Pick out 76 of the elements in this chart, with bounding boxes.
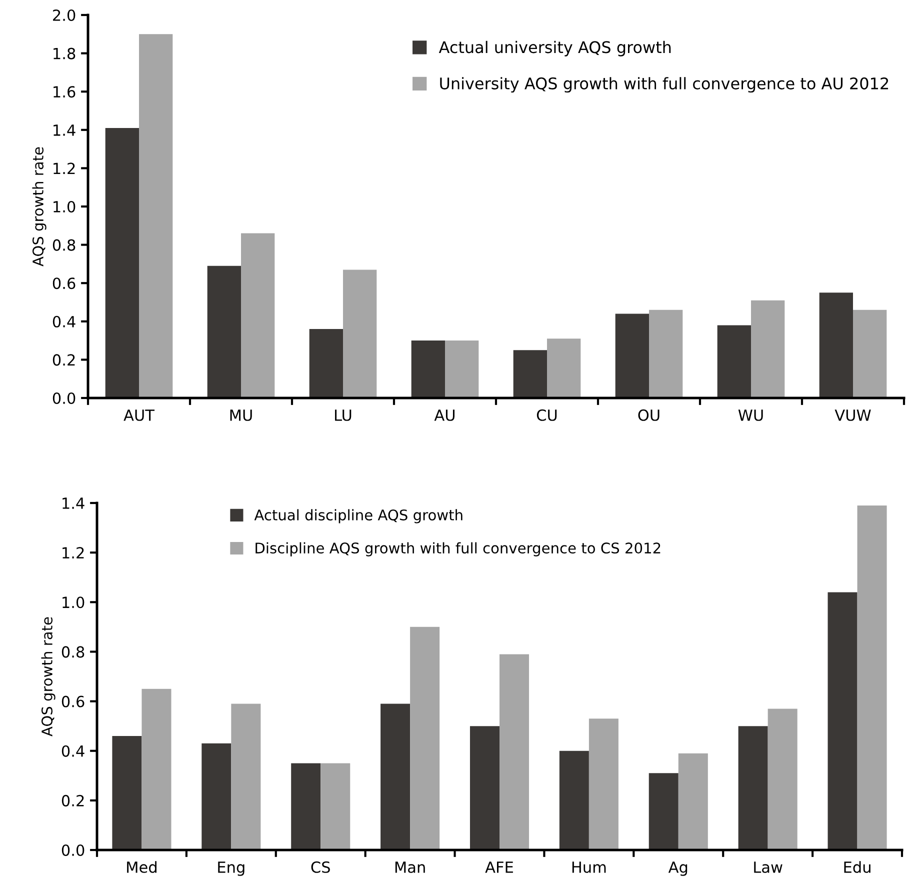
x-tick-label: CS <box>311 861 330 873</box>
bar <box>410 626 440 850</box>
legend-label: Actual discipline AQS growth <box>254 509 462 524</box>
bar <box>105 128 139 398</box>
bar <box>648 773 678 850</box>
y-tick-label: 1.2 <box>54 162 75 174</box>
y-tick-label: 0.6 <box>52 278 76 290</box>
y-axis-title: AQS growth rate <box>32 147 46 266</box>
bar <box>139 34 173 398</box>
y-axis-title: AQS growth rate <box>41 617 56 736</box>
bar <box>738 726 768 850</box>
bar <box>819 292 853 398</box>
x-tick-label: Edu <box>844 861 870 873</box>
y-tick-label: 1.4 <box>54 124 76 136</box>
bar <box>320 763 350 850</box>
x-tick-label: CU <box>536 409 557 421</box>
y-tick-label: 1.6 <box>54 86 76 98</box>
x-tick-label: Man <box>395 862 425 873</box>
x-tick-label: Med <box>127 861 156 873</box>
x-tick-label: Hum <box>572 862 606 873</box>
legend-label: University AQS growth with full convergence to AU 2012 <box>440 77 888 93</box>
x-tick-label: WU <box>738 410 763 421</box>
x-tick-label: VUW <box>834 410 871 421</box>
y-tick-label: 1.8 <box>54 48 76 60</box>
bar <box>231 704 261 850</box>
x-tick-label: AUT <box>124 410 155 421</box>
bar <box>241 233 275 398</box>
y-tick-label: 0.8 <box>52 239 76 251</box>
x-tick-label: AU <box>434 410 454 421</box>
legend-label: Discipline AQS growth with full convergence to CS 2012 <box>256 542 660 556</box>
bar <box>309 329 343 398</box>
bar <box>768 708 798 850</box>
bar <box>380 704 410 850</box>
x-tick-label: Eng <box>218 862 244 876</box>
y-tick-label: 1.0 <box>54 200 76 213</box>
y-tick-label: 0.6 <box>62 696 84 708</box>
bar <box>828 592 858 850</box>
y-tick-label: 0.0 <box>52 392 76 404</box>
bar <box>112 736 142 850</box>
bar <box>615 314 649 398</box>
y-tick-label: 0.2 <box>62 794 84 806</box>
x-tick-label: Ag <box>668 862 688 876</box>
bar <box>513 350 547 398</box>
bar <box>678 753 708 850</box>
bar <box>411 340 445 398</box>
y-tick-label: 2.0 <box>53 9 76 22</box>
x-tick-label: Law <box>754 862 782 873</box>
y-tick-label: 0.0 <box>62 844 84 856</box>
bar <box>588 718 618 850</box>
bar <box>559 750 589 850</box>
y-tick-label: 1.2 <box>62 547 84 558</box>
legend-label: Actual university AQS growth <box>438 40 671 56</box>
x-tick-label: AFE <box>485 862 513 873</box>
bar <box>291 763 321 850</box>
y-tick-label: 0.4 <box>62 745 84 757</box>
bar <box>500 654 530 850</box>
bar <box>445 340 479 398</box>
x-tick-label: OU <box>638 409 660 421</box>
x-tick-label: LU <box>335 410 352 421</box>
bar <box>207 266 241 398</box>
bar <box>202 743 232 850</box>
bar <box>547 338 581 398</box>
bar <box>751 300 785 398</box>
bar <box>857 505 887 850</box>
bar <box>343 270 377 398</box>
bar <box>142 688 172 850</box>
y-tick-label: 1.0 <box>62 596 84 608</box>
y-tick-label: 0.8 <box>62 646 84 658</box>
bar <box>470 726 500 850</box>
y-tick-label: 0.2 <box>52 354 75 366</box>
y-tick-label: 1.4 <box>62 498 84 509</box>
x-tick-label: MU <box>230 410 252 421</box>
bar <box>853 310 887 398</box>
y-tick-label: 0.4 <box>52 316 76 328</box>
bar <box>717 325 751 398</box>
bar <box>649 310 683 398</box>
